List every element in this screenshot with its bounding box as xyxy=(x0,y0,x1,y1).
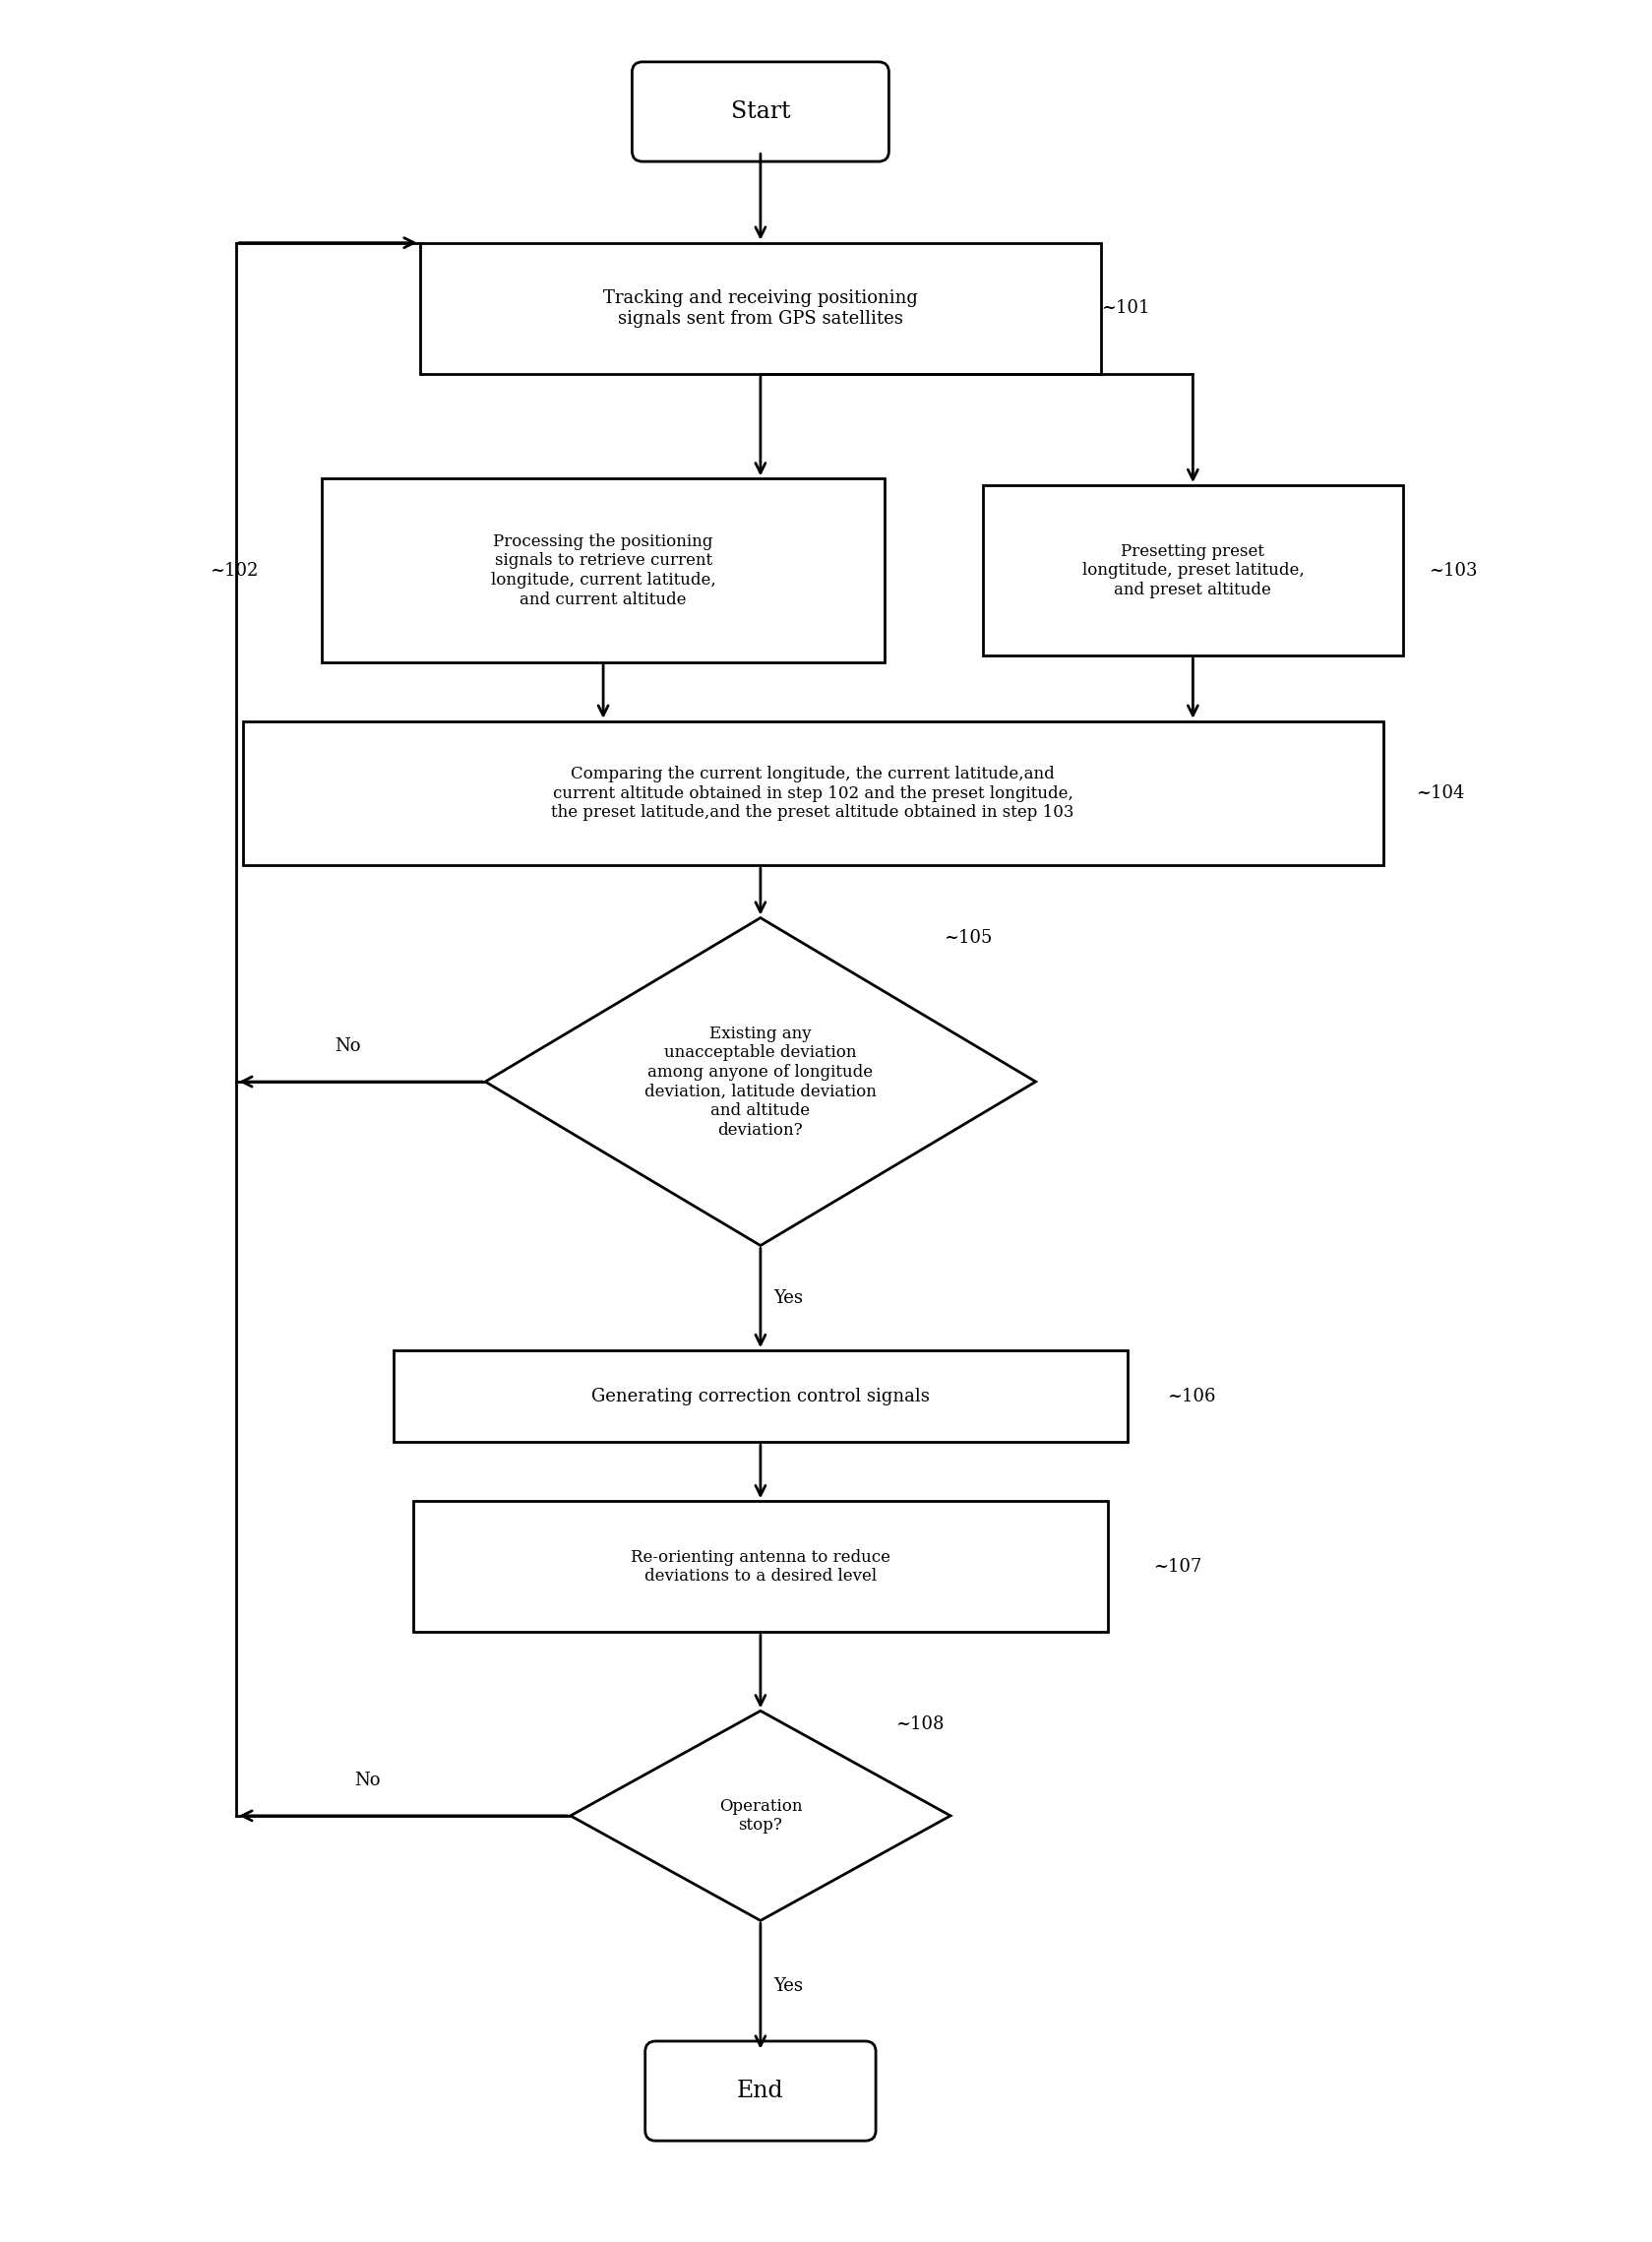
Bar xyxy=(393,1350,1127,1442)
Polygon shape xyxy=(486,917,1036,1247)
Text: Processing the positioning
signals to retrieve current
longitude, current latitu: Processing the positioning signals to re… xyxy=(491,534,715,608)
Text: Comparing the current longitude, the current latitude,and
current altitude obtai: Comparing the current longitude, the cur… xyxy=(552,767,1074,821)
Text: Yes: Yes xyxy=(773,1977,803,1995)
Text: Existing any
unacceptable deviation
among anyone of longitude
deviation, latitud: Existing any unacceptable deviation amon… xyxy=(644,1025,877,1139)
Text: No: No xyxy=(354,1771,380,1789)
Text: No: No xyxy=(335,1038,360,1056)
Text: ~108: ~108 xyxy=(895,1715,945,1733)
Text: ~105: ~105 xyxy=(943,928,993,946)
Text: ~102: ~102 xyxy=(210,560,259,578)
Text: End: End xyxy=(737,2081,785,2103)
Text: Re-orienting antenna to reduce
deviations to a desired level: Re-orienting antenna to reduce deviation… xyxy=(631,1549,890,1585)
Text: ~104: ~104 xyxy=(1416,785,1464,803)
Text: ~107: ~107 xyxy=(1153,1558,1203,1576)
Bar xyxy=(243,722,1383,865)
Bar xyxy=(983,484,1403,655)
Polygon shape xyxy=(570,1711,950,1921)
Text: Generating correction control signals: Generating correction control signals xyxy=(591,1388,930,1406)
Text: Presetting preset
longtitude, preset latitude,
and preset altitude: Presetting preset longtitude, preset lat… xyxy=(1082,543,1303,599)
Bar xyxy=(322,480,885,661)
Text: ~103: ~103 xyxy=(1429,560,1477,578)
Bar xyxy=(420,242,1102,374)
Bar xyxy=(413,1502,1108,1632)
Text: ~101: ~101 xyxy=(1102,300,1150,316)
Text: Operation
stop?: Operation stop? xyxy=(719,1798,803,1834)
Text: Tracking and receiving positioning
signals sent from GPS satellites: Tracking and receiving positioning signa… xyxy=(603,289,919,327)
FancyBboxPatch shape xyxy=(646,2040,876,2141)
Text: Start: Start xyxy=(730,101,790,123)
Text: ~106: ~106 xyxy=(1166,1388,1216,1406)
Text: Yes: Yes xyxy=(773,1289,803,1307)
FancyBboxPatch shape xyxy=(633,63,889,161)
